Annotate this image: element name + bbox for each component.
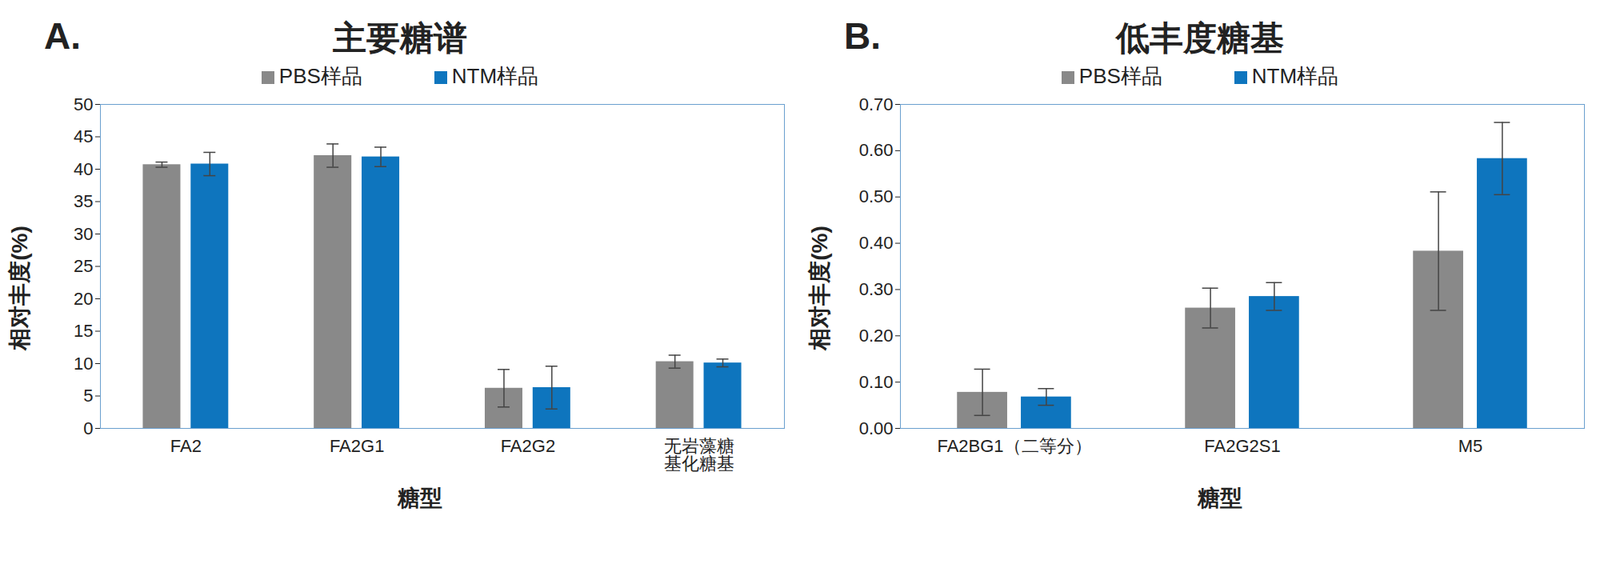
html-text:NTM样品: NTM样品 xyxy=(451,64,539,88)
html-text:相对丰度(%): 相对丰度(%) xyxy=(807,225,832,351)
svg-text:0.10: 0.10 xyxy=(859,372,894,392)
svg-text:40: 40 xyxy=(73,159,93,180)
html-text:糖型: 糖型 xyxy=(1197,485,1243,511)
html-text:NTM样品: NTM样品 xyxy=(1251,64,1339,88)
svg-text:15: 15 xyxy=(73,320,93,341)
html-text:低丰度糖基: 低丰度糖基 xyxy=(1116,19,1284,57)
svg-text:FA2G2: FA2G2 xyxy=(500,436,556,456)
html-text:主要糖谱: 主要糖谱 xyxy=(332,19,468,57)
svg-text:0.50: 0.50 xyxy=(859,186,894,207)
html-text:相对丰度(%): 相对丰度(%) xyxy=(7,225,32,351)
svg-text:无岩藻糖基化糖基: 无岩藻糖基化糖基 xyxy=(664,436,735,474)
svg-text:FA2G2S1: FA2G2S1 xyxy=(1204,436,1280,456)
svg-text:FA2G1: FA2G1 xyxy=(329,436,384,456)
html-text:B.: B. xyxy=(844,15,881,57)
svg-text:5: 5 xyxy=(83,385,93,406)
svg-text:M5: M5 xyxy=(1458,436,1484,456)
svg-text:45: 45 xyxy=(73,126,93,147)
html-text:PBS样品: PBS样品 xyxy=(1079,64,1163,88)
svg-text:35: 35 xyxy=(73,191,93,212)
svg-text:0.20: 0.20 xyxy=(859,325,894,346)
html-text:糖型: 糖型 xyxy=(397,485,443,511)
svg-text:FA2: FA2 xyxy=(170,436,202,456)
svg-text:0: 0 xyxy=(83,418,93,439)
svg-text:0.30: 0.30 xyxy=(859,279,894,300)
svg-text:0.70: 0.70 xyxy=(859,94,894,115)
svg-text:0.60: 0.60 xyxy=(859,140,894,160)
svg-text:0.40: 0.40 xyxy=(859,232,894,253)
svg-text:20: 20 xyxy=(73,288,93,309)
svg-text:10: 10 xyxy=(73,353,93,374)
svg-text:25: 25 xyxy=(73,256,93,276)
svg-text:FA2BG1（二等分）: FA2BG1（二等分） xyxy=(936,436,1092,456)
svg-text:30: 30 xyxy=(73,224,93,244)
svg-text:50: 50 xyxy=(73,94,93,115)
html-text:A.: A. xyxy=(44,15,81,57)
svg-text:0.00: 0.00 xyxy=(859,418,894,439)
html-text:PBS样品: PBS样品 xyxy=(279,64,363,88)
